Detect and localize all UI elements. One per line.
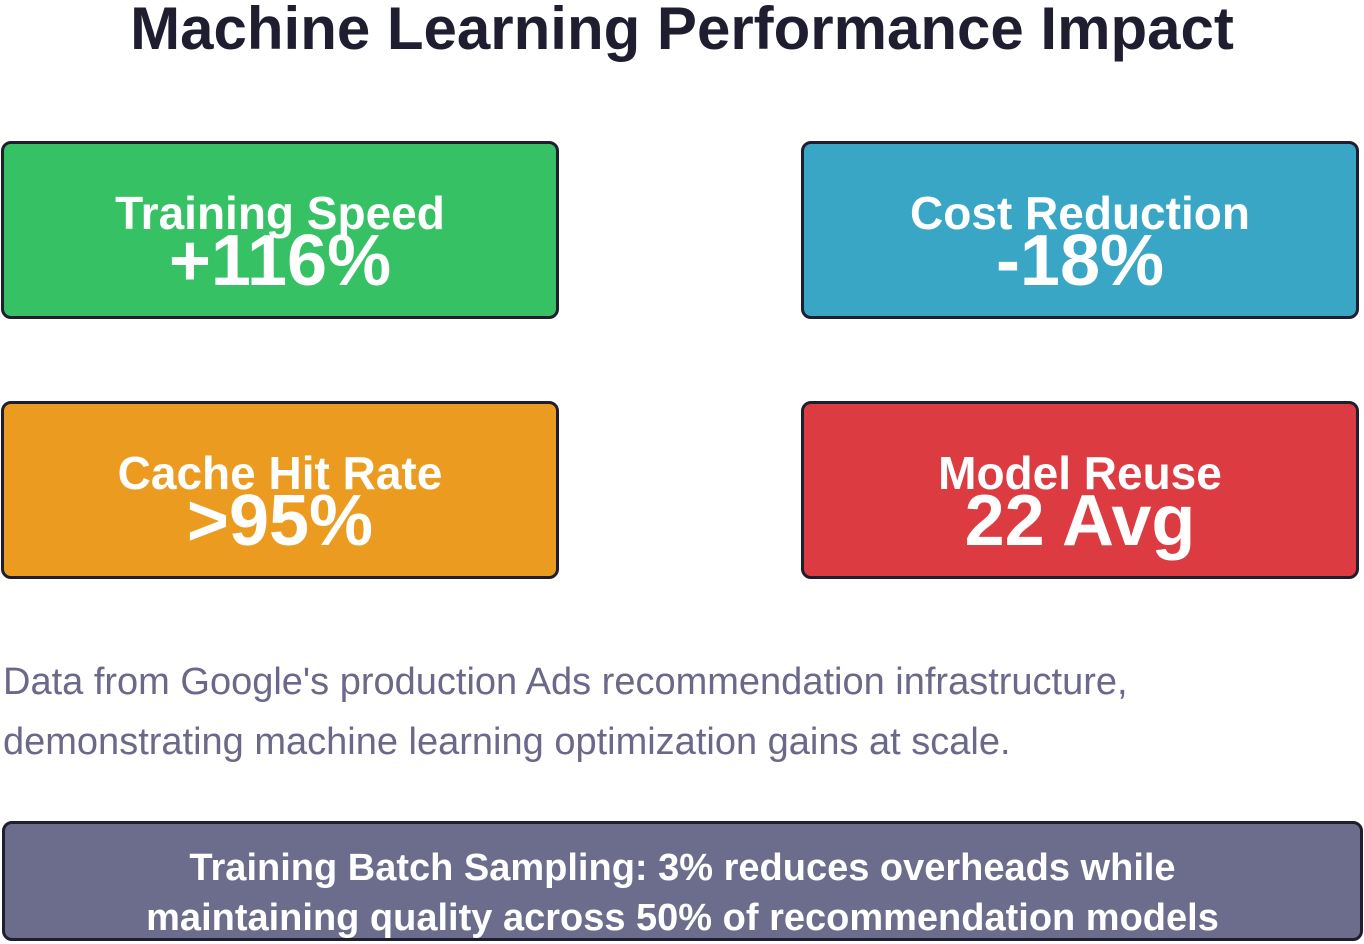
metric-value: -18% <box>995 221 1165 301</box>
metric-value: +116% <box>168 221 392 301</box>
footer-line: maintaining quality across 50% of recomm… <box>146 897 1219 939</box>
metric-value: 22 Avg <box>964 481 1196 561</box>
title: Machine Learning Performance Impact <box>130 0 1234 62</box>
metric-label: Training Speed <box>115 187 445 239</box>
metric-card: Model Reuse 22 Avg <box>801 401 1359 579</box>
metric-label: Cache Hit Rate <box>117 447 443 499</box>
metric-card: Cost Reduction -18% <box>801 141 1359 319</box>
description-line: Data from Google's production Ads recomm… <box>3 661 1128 703</box>
metric-label: Model Reuse <box>938 447 1222 499</box>
metric-card: Cache Hit Rate >95% <box>1 401 559 579</box>
footer-line: Training Batch Sampling: 3% reduces over… <box>189 847 1176 889</box>
metric-label: Cost Reduction <box>910 187 1250 239</box>
description-line: demonstrating machine learning optimizat… <box>3 721 1011 763</box>
metric-value: >95% <box>186 481 374 561</box>
footer-banner: Training Batch Sampling: 3% reduces over… <box>2 821 1363 941</box>
metric-card: Training Speed +116% <box>1 141 559 319</box>
description: Data from Google's production Ads recomm… <box>3 652 1128 772</box>
